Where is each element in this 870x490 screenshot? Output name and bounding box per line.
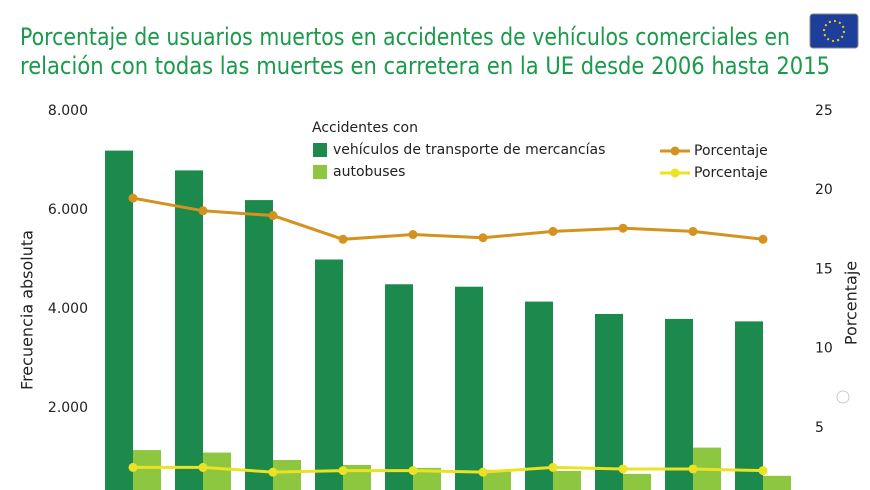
y-tick-label: 2.000: [48, 400, 88, 416]
legend-swatch: [313, 143, 327, 157]
legend-title: Accidentes con: [312, 120, 418, 136]
line: [132, 196, 764, 241]
bar: [105, 150, 133, 490]
bar: [175, 170, 203, 490]
line-point: [408, 230, 418, 240]
chart-title: relación con todas las muertes en carret…: [20, 52, 830, 80]
legend-swatch: [670, 168, 680, 178]
y2-tick-label: 5: [815, 420, 824, 436]
y-tick-label: 8.000: [48, 103, 88, 119]
bar: [133, 450, 161, 490]
line-point: [338, 466, 348, 476]
line-point: [478, 467, 488, 477]
y2-tick-label: 15: [815, 261, 833, 277]
bar: [245, 200, 273, 490]
line-point: [688, 226, 698, 236]
bar: [483, 469, 511, 490]
line-point: [198, 462, 208, 472]
line-point: [128, 193, 138, 203]
line-point: [618, 223, 628, 233]
bar: [203, 452, 231, 490]
bar: [455, 286, 483, 490]
bar: [553, 470, 581, 490]
legend-label: Porcentaje: [694, 143, 768, 159]
y-tick-label: 4.000: [48, 301, 88, 317]
line-point: [548, 462, 558, 472]
line-point: [548, 226, 558, 236]
legend-label: autobuses: [333, 164, 405, 180]
line-point: [758, 466, 768, 476]
chart-title: Porcentaje de usuarios muertos en accide…: [20, 23, 790, 51]
legend-swatch: [670, 146, 680, 156]
legend-swatch: [313, 165, 327, 179]
line-point: [758, 234, 768, 244]
line-point: [268, 467, 278, 477]
bar: [595, 313, 623, 490]
bar: [273, 459, 301, 490]
line-point: [408, 466, 418, 476]
legend-label: Porcentaje: [694, 165, 768, 181]
line-point: [338, 234, 348, 244]
bar: [385, 284, 413, 490]
y2-tick-label: 20: [815, 182, 833, 198]
decoration: [836, 390, 850, 404]
line-point: [478, 233, 488, 243]
legend-label: vehículos de transporte de mercancías: [333, 142, 605, 158]
y2-axis-label: Porcentaje: [842, 261, 861, 345]
bar: [343, 464, 371, 490]
bar: [735, 321, 763, 490]
bar: [623, 473, 651, 490]
y-tick-label: 6.000: [48, 202, 88, 218]
line-point: [198, 206, 208, 216]
bar: [315, 259, 343, 490]
line-point: [268, 211, 278, 221]
line-point: [128, 462, 138, 472]
bar: [763, 475, 791, 490]
y2-tick-label: 10: [815, 341, 833, 357]
bar: [413, 467, 441, 490]
line: [133, 465, 764, 474]
eu-flag: [809, 13, 859, 49]
bar: [525, 301, 553, 490]
y2-tick-label: 25: [815, 103, 833, 119]
y-axis-label: Frecuencia absoluta: [18, 230, 37, 390]
line-point: [618, 464, 628, 474]
bar: [665, 318, 693, 490]
line-point: [688, 464, 698, 474]
